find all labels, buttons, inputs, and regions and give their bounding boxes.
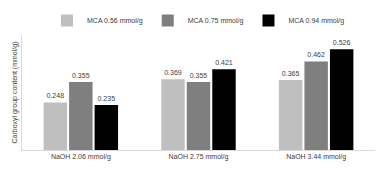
svg-text:0.248: 0.248 (47, 92, 65, 99)
svg-text:NaOH 2.75 mmol/g: NaOH 2.75 mmol/g (169, 153, 229, 161)
svg-text:MCA 0.56 mmol/g: MCA 0.56 mmol/g (87, 17, 143, 25)
svg-text:NaOH 3.44 mmol/g: NaOH 3.44 mmol/g (286, 153, 346, 161)
svg-text:NaOH 2.06 mmol/g: NaOH 2.06 mmol/g (51, 153, 111, 161)
svg-text:0.355: 0.355 (72, 72, 90, 79)
svg-text:0.421: 0.421 (215, 59, 233, 66)
svg-text:0.526: 0.526 (333, 39, 351, 46)
svg-text:MCA 0.75 mmol/g: MCA 0.75 mmol/g (188, 17, 244, 25)
svg-text:MCA 0.94 mmol/g: MCA 0.94 mmol/g (288, 17, 344, 25)
svg-text:0.462: 0.462 (307, 51, 325, 58)
svg-text:0.369: 0.369 (164, 69, 182, 76)
svg-text:0.365: 0.365 (282, 70, 300, 77)
svg-text:Carboxyl group content (mmol/g: Carboxyl group content (mmol/g) (11, 42, 19, 144)
svg-text:0.235: 0.235 (98, 95, 116, 102)
svg-text:0.355: 0.355 (190, 72, 208, 79)
